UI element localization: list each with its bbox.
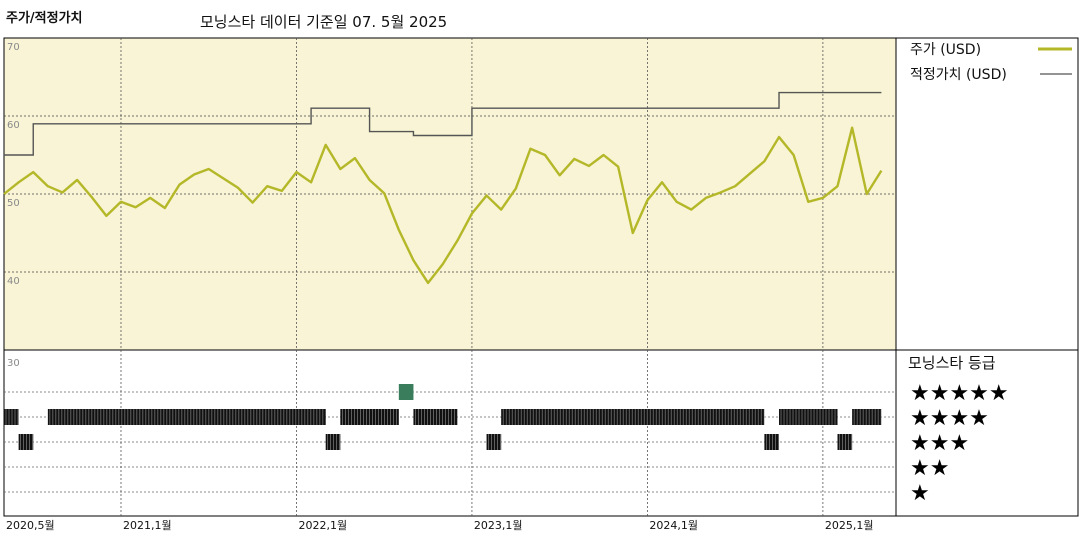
x-tick-label: 2025,1월 xyxy=(825,519,874,532)
price-tick-label: 40 xyxy=(7,276,20,287)
x-tick-label: 2022,1월 xyxy=(298,519,347,532)
rating-segment-4-star xyxy=(413,409,458,425)
price-tick-label: 50 xyxy=(7,198,20,209)
price-tick-label: 70 xyxy=(7,42,20,53)
chart-title: 주가/적정가치 xyxy=(6,11,83,26)
rating-stars-5: ★★★★★ xyxy=(910,381,1009,406)
legend-price-label: 주가 (USD) xyxy=(910,42,981,58)
rating-segment-4-star xyxy=(47,409,326,425)
price-line xyxy=(3,126,883,285)
fair-value-line xyxy=(4,91,882,156)
rating-stars-4: ★★★★ xyxy=(910,406,989,431)
rating-segment-4-star xyxy=(501,409,765,425)
rating-segment-4-star xyxy=(852,409,882,425)
chart-subtitle: 모닝스타 데이터 기준일 07. 5월 2025 xyxy=(200,13,448,31)
rating-stars-1: ★ xyxy=(910,481,930,506)
rating-stars-2: ★★ xyxy=(910,456,949,481)
x-tick-label: 2024,1월 xyxy=(649,519,698,532)
rating-stars-3: ★★★ xyxy=(910,431,969,456)
chart-frame xyxy=(3,37,1079,517)
x-tick-label: 2023,1월 xyxy=(474,519,523,532)
rating-legend-title: 모닝스타 등급 xyxy=(908,354,996,372)
x-tick-label: 2021,1월 xyxy=(123,519,172,532)
legend-fair-value-label: 적정가치 (USD) xyxy=(910,67,1007,83)
rating-segment-5-star xyxy=(398,384,414,400)
price-tick-label: 30 xyxy=(7,358,20,369)
price-tick-label: 60 xyxy=(7,120,20,131)
x-tick-label: 2020,5월 xyxy=(6,519,55,532)
